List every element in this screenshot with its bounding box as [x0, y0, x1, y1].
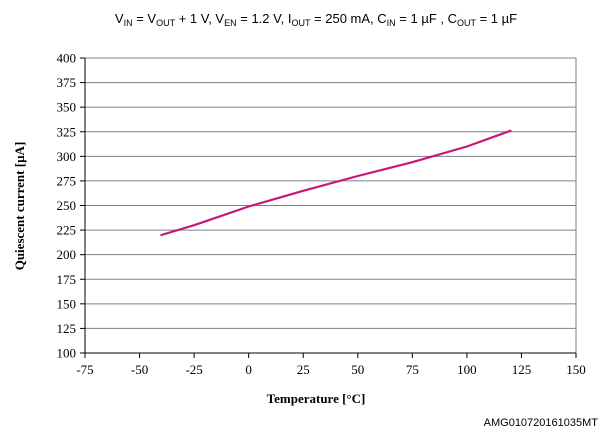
- y-tick-label: 250: [57, 198, 77, 213]
- x-tick-label: 0: [245, 362, 252, 377]
- title-text: = V: [133, 11, 157, 26]
- x-tick-label: 125: [512, 362, 532, 377]
- y-axis-title: Quiescent current [µA]: [12, 142, 27, 271]
- x-tick-label: -75: [76, 362, 93, 377]
- plot-area: 100125150175200225250275300325350375400-…: [57, 51, 586, 378]
- figure-code: AMG010720161035MT: [484, 417, 599, 429]
- x-tick-label: -25: [185, 362, 202, 377]
- y-tick-label: 325: [57, 124, 77, 139]
- x-tick-label: 150: [566, 362, 586, 377]
- x-tick-label: 50: [351, 362, 364, 377]
- y-tick-label: 175: [57, 272, 77, 287]
- title-subscript: IN: [124, 18, 133, 28]
- title-text: V: [115, 11, 124, 26]
- x-tick-label: -50: [131, 362, 148, 377]
- y-tick-label: 150: [57, 296, 77, 311]
- y-tick-label: 225: [57, 223, 77, 238]
- title-text: = 1 µF , C: [396, 11, 457, 26]
- y-tick-label: 400: [57, 51, 77, 66]
- y-tick-label: 275: [57, 173, 77, 188]
- y-tick-label: 125: [57, 321, 77, 336]
- title-subscript: EN: [224, 18, 237, 28]
- title-text: = 1 µF: [476, 11, 517, 26]
- title-subscript: OUT: [457, 18, 477, 28]
- y-tick-label: 200: [57, 247, 77, 262]
- series-line: [160, 129, 512, 237]
- x-tick-label: 75: [406, 362, 419, 377]
- y-tick-label: 350: [57, 100, 77, 115]
- chart-title: VIN = VOUT + 1 V, VEN = 1.2 V, IOUT = 25…: [115, 11, 517, 28]
- y-tick-label: 100: [57, 346, 77, 361]
- title-subscript: IN: [387, 18, 396, 28]
- title-subscript: OUT: [291, 18, 311, 28]
- title-text: + 1 V, V: [175, 11, 224, 26]
- y-tick-label: 375: [57, 75, 77, 90]
- title-text: = 1.2 V, I: [237, 11, 292, 26]
- x-tick-label: 25: [297, 362, 310, 377]
- y-tick-label: 300: [57, 149, 77, 164]
- title-text: = 250 mA, C: [310, 11, 386, 26]
- title-subscript: OUT: [156, 18, 176, 28]
- x-axis-title: Temperature [°C]: [267, 391, 366, 406]
- x-tick-label: 100: [457, 362, 477, 377]
